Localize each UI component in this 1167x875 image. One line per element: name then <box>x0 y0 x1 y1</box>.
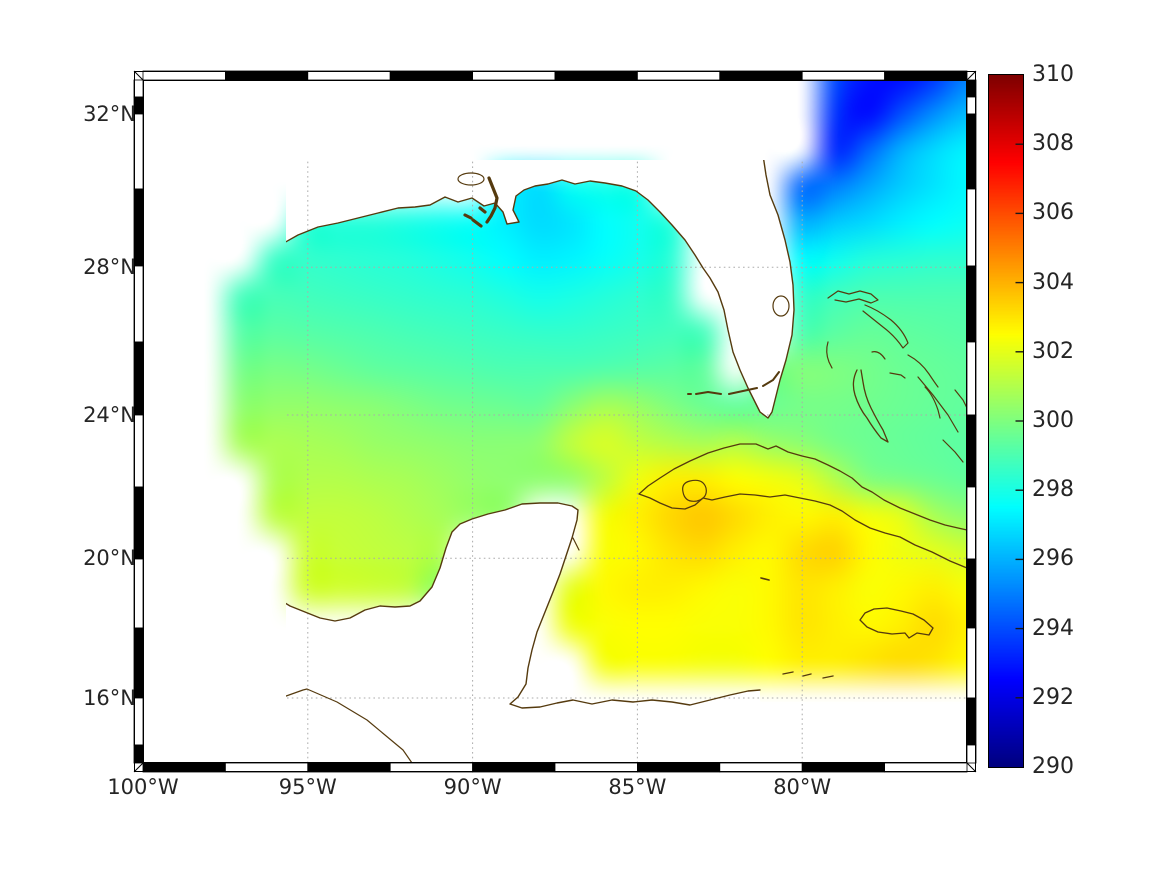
colorbar-tick-label: 306 <box>1032 200 1074 226</box>
frame-segment-right <box>966 113 977 190</box>
frame-segment-right <box>966 744 977 764</box>
sst-heatmap-canvas <box>143 80 967 763</box>
y-tick-label: 28°N <box>83 255 136 280</box>
frame-segment-top <box>637 70 721 81</box>
frame-corner-miter <box>966 70 977 81</box>
x-tick-label: 90°W <box>443 775 502 799</box>
frame-segment-right <box>966 79 977 98</box>
frame-segment-top <box>554 70 638 81</box>
frame-segment-right <box>966 96 977 115</box>
frame-segment-bottom <box>719 762 803 773</box>
colorbar-tick-label: 302 <box>1032 338 1074 364</box>
frame-segment-top <box>719 70 803 81</box>
x-tick-label: 80°W <box>773 775 832 799</box>
frame-segment-right <box>966 414 977 488</box>
frame-corner-miter <box>133 762 144 773</box>
frame-segment-bottom <box>307 762 391 773</box>
colorbar-tick-label: 298 <box>1032 477 1074 503</box>
colorbar-tick-label: 308 <box>1032 131 1074 157</box>
frame-segment-bottom <box>389 762 474 773</box>
x-tick-label: 85°W <box>608 775 667 799</box>
frame-segment-right <box>966 188 977 267</box>
y-tick-label: 32°N <box>83 101 136 126</box>
frame-corner-miter <box>133 70 144 81</box>
frame-segment-bottom <box>884 762 968 773</box>
colorbar-tick-label: 294 <box>1032 615 1074 641</box>
frame-segment-right <box>966 697 977 746</box>
frame-segment-bottom <box>224 762 309 773</box>
frame-segment-right <box>966 265 977 343</box>
frame-segment-top <box>472 70 556 81</box>
colorbar-tick-label: 296 <box>1032 546 1074 572</box>
colorbar-tick-label: 304 <box>1032 269 1074 295</box>
colorbar-gradient <box>989 75 1023 767</box>
frame-segment-left <box>133 744 144 764</box>
frame-segment-bottom <box>142 762 226 773</box>
frame-segment-bottom <box>472 762 556 773</box>
x-tick-label: 100°W <box>107 775 179 799</box>
frame-segment-top <box>142 70 226 81</box>
frame-corner-miter <box>966 762 977 773</box>
frame-segment-bottom <box>554 762 638 773</box>
frame-segment-right <box>966 558 977 629</box>
frame-segment-right <box>966 486 977 560</box>
x-tick-label: 95°W <box>278 775 337 799</box>
frame-segment-bottom <box>801 762 886 773</box>
y-tick-label: 16°N <box>83 685 136 710</box>
y-tick-label: 20°N <box>83 546 136 571</box>
colorbar-tick-label: 292 <box>1032 684 1074 710</box>
frame-segment-top <box>307 70 391 81</box>
frame-segment-top <box>224 70 309 81</box>
frame-segment-top <box>801 70 886 81</box>
frame-segment-right <box>966 341 977 416</box>
frame-segment-bottom <box>637 762 721 773</box>
colorbar-tick-label: 290 <box>1032 754 1074 779</box>
frame-segment-top <box>884 70 968 81</box>
frame-segment-left <box>133 79 144 98</box>
y-tick-label: 24°N <box>83 403 136 428</box>
colorbar-tick-label: 310 <box>1032 62 1074 87</box>
colorbar-tick-label: 300 <box>1032 408 1074 433</box>
frame-segment-top <box>389 70 474 81</box>
frame-segment-right <box>966 627 977 699</box>
